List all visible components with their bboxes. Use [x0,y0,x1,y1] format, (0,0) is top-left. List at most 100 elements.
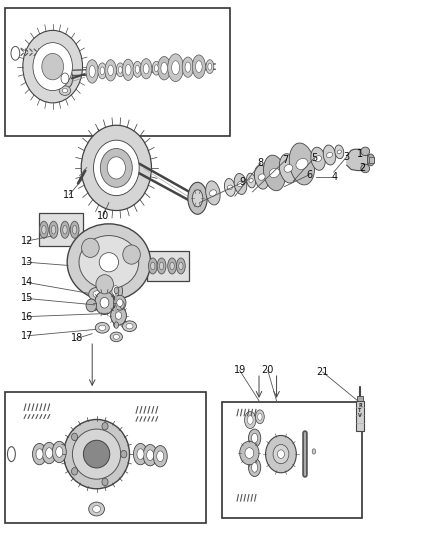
Ellipse shape [100,149,132,187]
Ellipse shape [295,158,307,169]
Text: 4: 4 [331,172,337,182]
Ellipse shape [7,447,15,462]
Ellipse shape [205,181,220,205]
Ellipse shape [150,262,155,270]
Ellipse shape [277,450,284,458]
Ellipse shape [209,190,216,196]
Ellipse shape [100,297,109,308]
Ellipse shape [289,143,314,185]
Text: 6: 6 [305,170,311,180]
Ellipse shape [52,441,66,463]
Ellipse shape [79,236,138,289]
Ellipse shape [89,66,95,77]
Ellipse shape [311,449,315,454]
Ellipse shape [117,299,123,306]
Text: 2: 2 [358,163,364,173]
Ellipse shape [32,443,46,465]
Ellipse shape [336,150,341,154]
Ellipse shape [114,322,118,328]
Ellipse shape [105,60,116,81]
Ellipse shape [146,450,153,461]
Ellipse shape [86,60,98,83]
Text: 19: 19 [233,366,245,375]
Ellipse shape [314,156,321,162]
Ellipse shape [99,253,118,272]
Ellipse shape [112,286,119,296]
Ellipse shape [237,181,243,187]
Ellipse shape [157,258,166,274]
Ellipse shape [120,301,124,309]
Ellipse shape [326,152,332,158]
Ellipse shape [93,291,102,297]
Ellipse shape [116,63,124,77]
Ellipse shape [182,57,193,77]
Ellipse shape [42,442,56,464]
Bar [368,157,373,163]
Ellipse shape [283,165,292,172]
Ellipse shape [161,62,167,74]
Ellipse shape [81,125,151,211]
Ellipse shape [207,63,211,70]
Bar [39,213,82,246]
Text: 7: 7 [282,155,288,165]
Ellipse shape [110,332,122,342]
Ellipse shape [83,440,110,468]
Ellipse shape [60,221,69,238]
Ellipse shape [152,61,160,75]
Ellipse shape [120,450,127,458]
Text: 16: 16 [21,312,33,321]
Ellipse shape [185,62,190,72]
Text: 15: 15 [21,294,33,303]
Ellipse shape [246,173,255,188]
Ellipse shape [143,445,157,466]
Text: 13: 13 [21,257,33,267]
Ellipse shape [108,280,122,302]
Ellipse shape [279,154,297,183]
Ellipse shape [61,73,69,84]
Ellipse shape [192,55,205,78]
Ellipse shape [72,429,120,479]
Ellipse shape [248,179,253,182]
Ellipse shape [110,306,126,325]
Ellipse shape [334,145,343,159]
Ellipse shape [176,258,185,274]
Ellipse shape [233,174,246,195]
Ellipse shape [42,53,64,80]
Ellipse shape [72,225,77,234]
Ellipse shape [49,221,58,238]
Text: 10: 10 [97,211,109,221]
Ellipse shape [122,59,134,80]
Ellipse shape [86,299,96,312]
Ellipse shape [115,312,121,319]
Ellipse shape [95,322,109,333]
Ellipse shape [81,238,99,257]
Ellipse shape [244,448,253,458]
Ellipse shape [167,258,176,274]
Text: 1: 1 [356,149,362,158]
Ellipse shape [93,140,139,196]
Ellipse shape [113,295,126,310]
Ellipse shape [265,435,296,473]
Ellipse shape [167,54,183,82]
Ellipse shape [133,61,141,77]
Ellipse shape [126,324,133,329]
Text: 11: 11 [63,190,75,199]
Ellipse shape [248,458,260,477]
Ellipse shape [70,221,79,238]
Ellipse shape [46,448,53,458]
Ellipse shape [159,262,163,270]
Ellipse shape [224,179,235,196]
Ellipse shape [51,225,56,234]
Ellipse shape [88,502,104,516]
Ellipse shape [63,225,67,234]
Ellipse shape [95,291,114,314]
Text: R
T
V: R T V [357,402,361,418]
Ellipse shape [98,63,106,79]
Ellipse shape [153,446,167,467]
Ellipse shape [64,419,129,489]
Ellipse shape [39,221,48,238]
Text: 5: 5 [311,153,317,163]
Bar [356,396,362,401]
Ellipse shape [133,443,147,465]
Ellipse shape [99,325,106,330]
